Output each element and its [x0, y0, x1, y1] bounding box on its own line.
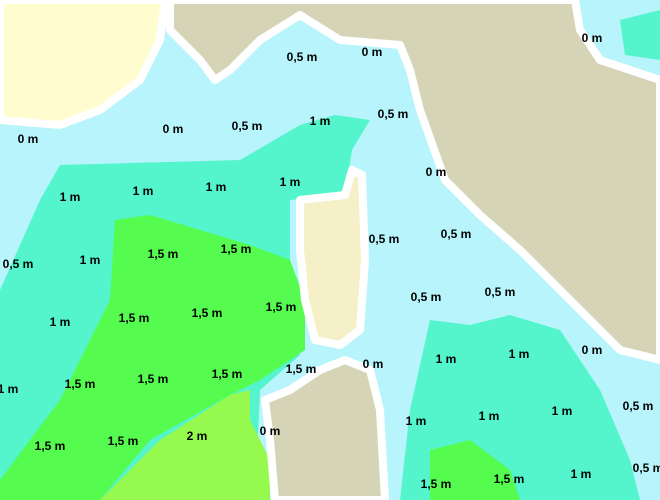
label-layer: 0 m 0,5 m 0 m 0 m 0,5 m 1 m 0,5 m 0 m 0 m 1 m 1 m 1… [0, 31, 660, 491]
wave-height-label: 1 m [133, 184, 154, 198]
wave-height-label: 1,5 m [266, 300, 297, 314]
wave-height-label: 1 m [310, 114, 331, 128]
land [261, 356, 389, 500]
wave-height-label: 0,5 m [232, 119, 263, 133]
wave-height-label: 1 m [60, 190, 81, 204]
wave-height-label: 0,5 m [3, 257, 34, 271]
zone-2m [100, 390, 270, 500]
wave-height-label: 1 m [436, 352, 457, 366]
wave-height-label: 1,5 m [421, 477, 452, 491]
wave-height-label: 1 m [280, 175, 301, 189]
wave-height-label: 0 m [18, 132, 39, 146]
wave-height-label: 1,5 m [119, 311, 150, 325]
wave-height-label: 0,5 m [411, 290, 442, 304]
wave-height-label: 0,5 m [485, 285, 516, 299]
wave-height-label: 0,5 m [623, 399, 654, 413]
wave-height-label: 1,5 m [221, 242, 252, 256]
zone-1m [620, 10, 660, 60]
wave-height-label: 1 m [0, 382, 18, 396]
wave-height-label: 1 m [552, 404, 573, 418]
wave-height-label: 1,5 m [192, 306, 223, 320]
wave-height-label: 0 m [582, 343, 603, 357]
wave-height-label: 1 m [406, 414, 427, 428]
wave-height-label: 1,5 m [494, 472, 525, 486]
wave-height-label: 0,5 m [441, 227, 472, 241]
island [296, 166, 369, 349]
wave-height-label: 0,5 m [378, 107, 409, 121]
wave-height-label: 1 m [50, 315, 71, 329]
land [0, 0, 169, 129]
wave-height-label: 1 m [571, 467, 592, 481]
wave-height-label: 0 m [363, 357, 384, 371]
wave-height-label: 2 m [187, 429, 208, 443]
wave-height-label: 1 m [479, 409, 500, 423]
land [166, 0, 660, 364]
wave-height-label: 0 m [260, 424, 281, 438]
wave-height-label: 1 m [509, 347, 530, 361]
wave-height-label: 1,5 m [212, 367, 243, 381]
wave-height-label: 0,5 m [369, 232, 400, 246]
wave-height-label: 0,5 m [287, 50, 318, 64]
wave-height-label: 1,5 m [286, 362, 317, 376]
wave-height-label: 1,5 m [108, 434, 139, 448]
wave-height-label: 1 m [206, 180, 227, 194]
wave-height-label: 0,5 m [633, 461, 660, 475]
wave-height-label: 0 m [163, 122, 184, 136]
wave-height-label: 0 m [362, 45, 383, 59]
wave-height-label: 1,5 m [35, 439, 66, 453]
wave-height-label: 1,5 m [65, 377, 96, 391]
wave-height-label: 0 m [426, 165, 447, 179]
wave-height-label: 1,5 m [148, 247, 179, 261]
zone-1-5m [430, 440, 520, 500]
zone-1-5m [0, 215, 305, 500]
wave-height-label: 0 m [582, 31, 603, 45]
wave-height-label: 1,5 m [138, 372, 169, 386]
wave-height-label: 1 m [80, 253, 101, 267]
